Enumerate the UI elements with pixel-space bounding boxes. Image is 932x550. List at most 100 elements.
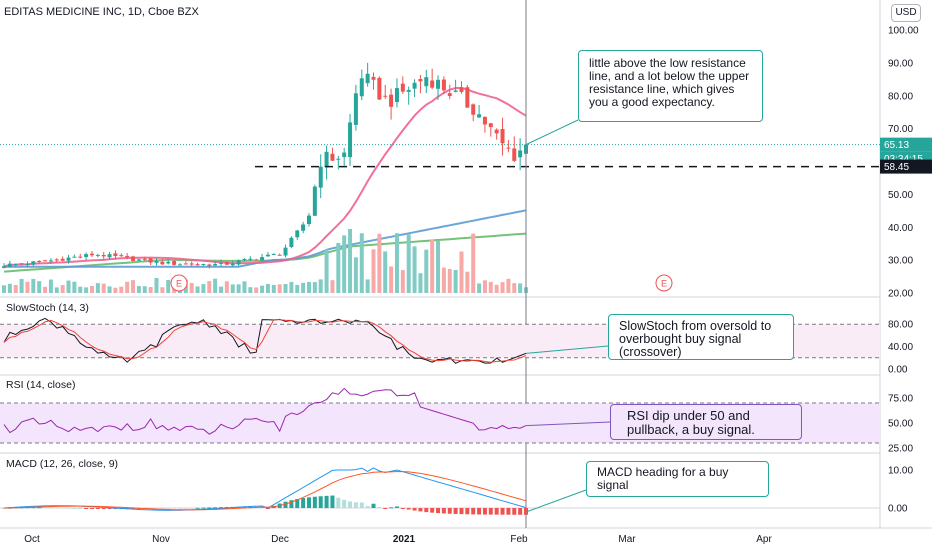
- volume-bar: [219, 286, 224, 293]
- macd-histogram-bar: [195, 507, 200, 509]
- volume-bar: [342, 235, 347, 293]
- candle-body: [60, 258, 65, 261]
- last-price-tag-text: 65.13: [884, 140, 909, 151]
- rsi-note-pointer: [525, 421, 611, 427]
- candle-body: [172, 260, 177, 265]
- volume-bar: [119, 286, 124, 293]
- chart-title: EDITAS MEDICINE INC, 1D, Cboe BZX: [4, 6, 199, 18]
- volume-bar: [418, 273, 423, 293]
- candle-body: [277, 254, 282, 256]
- candle-body: [148, 258, 153, 263]
- macd-histogram-bar: [89, 508, 94, 509]
- candle-body: [289, 237, 294, 247]
- macd-histogram-bar: [359, 502, 364, 508]
- price-tick: 100.00: [888, 26, 919, 37]
- stoch-tick: 0.00: [888, 365, 908, 376]
- macd-histogram-bar: [459, 508, 464, 515]
- volume-bar: [318, 279, 323, 293]
- macd-histogram-bar: [183, 508, 188, 509]
- price-tick: 40.00: [888, 223, 913, 234]
- macd-histogram-bar: [72, 507, 77, 509]
- candle-body: [213, 264, 218, 266]
- macd-histogram-bar: [330, 495, 335, 508]
- candle-body: [342, 152, 347, 158]
- candle-body: [48, 260, 53, 262]
- macd-histogram-bar: [394, 506, 399, 508]
- candle-body: [394, 88, 399, 103]
- stoch-tick: 40.00: [888, 342, 913, 353]
- macd-histogram-bar: [453, 508, 458, 514]
- candle-body: [131, 256, 136, 261]
- rsi-label: RSI (14, close): [6, 379, 76, 391]
- rsi-tick: 25.00: [888, 444, 913, 455]
- candle-body: [488, 123, 493, 128]
- candle-body: [236, 260, 241, 265]
- candle-body: [412, 82, 417, 89]
- volume-bar: [148, 287, 153, 293]
- volume-bar: [441, 267, 446, 293]
- volume-bar: [383, 251, 388, 293]
- currency-button[interactable]: USD: [891, 4, 921, 22]
- volume-bar: [500, 282, 505, 293]
- candle-body: [265, 254, 270, 257]
- candle-body: [336, 158, 341, 160]
- macd-histogram-bar: [43, 507, 48, 509]
- candle-body: [383, 95, 388, 97]
- candle-body: [353, 93, 358, 125]
- candle-body: [271, 253, 276, 255]
- volume-bar: [242, 281, 247, 293]
- volume-bar: [248, 287, 253, 293]
- macd-note[interactable]: MACD heading for a buy signal: [586, 461, 769, 497]
- macd-histogram-bar: [436, 508, 441, 514]
- candle-body: [183, 263, 188, 265]
- level-tag: [880, 159, 932, 174]
- macd-histogram-bar: [371, 503, 376, 508]
- candle-body: [2, 266, 6, 268]
- macd-histogram-bar: [383, 508, 388, 509]
- macd-histogram-bar: [295, 499, 300, 508]
- candle-body: [113, 253, 118, 257]
- candle-body: [482, 116, 487, 125]
- time-tick: Mar: [618, 534, 636, 545]
- candle-body: [19, 263, 24, 265]
- rsi-line: [3, 387, 527, 435]
- price-tick: 50.00: [888, 190, 913, 201]
- macd-histogram-bar: [189, 508, 194, 509]
- price-note[interactable]: little above the low resistance line, an…: [578, 50, 763, 122]
- candle-body: [119, 255, 124, 257]
- candle-body: [230, 263, 235, 266]
- volume-bar: [353, 257, 358, 293]
- candle-body: [84, 254, 89, 258]
- macd-histogram-bar: [289, 500, 294, 508]
- candle-body: [219, 262, 224, 264]
- macd-histogram-bar: [78, 507, 83, 509]
- volume-bar: [400, 270, 405, 293]
- volume-bar: [377, 233, 382, 293]
- earnings-marker-label: E: [176, 279, 182, 289]
- volume-bar: [260, 285, 265, 293]
- price-tick: 80.00: [888, 91, 913, 102]
- volume-bar: [436, 240, 441, 293]
- stoch-note[interactable]: SlowStoch from oversold to overbought bu…: [608, 314, 794, 360]
- rsi-tick: 50.00: [888, 419, 913, 430]
- macd-histogram-bar: [412, 508, 417, 511]
- volume-bar: [84, 287, 89, 293]
- candle-body: [248, 258, 253, 260]
- volume-bar: [394, 233, 399, 293]
- macd-label: MACD (12, 26, close, 9): [6, 458, 119, 470]
- volume-bar: [265, 283, 270, 293]
- macd-histogram-bar: [312, 496, 317, 508]
- macd-histogram-bar: [54, 507, 59, 509]
- candle-body: [424, 77, 429, 87]
- stoch-label: SlowStoch (14, 3): [6, 302, 89, 314]
- macd-tick: 10.00: [888, 466, 913, 477]
- volume-bar: [301, 282, 306, 293]
- candle-body: [365, 73, 370, 84]
- macd-histogram-bar: [506, 508, 511, 515]
- macd-histogram-bar: [353, 502, 358, 508]
- candle-body: [359, 78, 364, 97]
- macd-histogram-bar: [441, 508, 446, 514]
- macd-histogram-bar: [95, 508, 100, 509]
- rsi-note[interactable]: RSI dip under 50 and pullback, a buy sig…: [610, 404, 802, 440]
